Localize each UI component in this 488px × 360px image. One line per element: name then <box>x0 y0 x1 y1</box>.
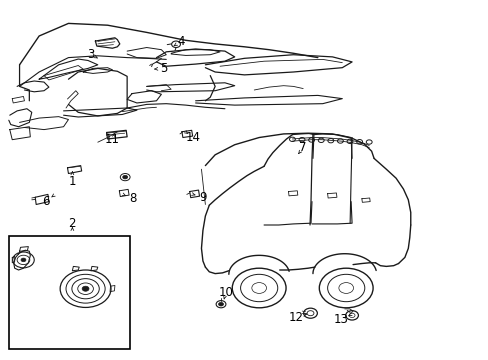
Text: 11: 11 <box>105 133 120 146</box>
Text: 9: 9 <box>199 191 206 204</box>
Circle shape <box>21 258 26 262</box>
Text: 13: 13 <box>333 313 348 326</box>
Text: 4: 4 <box>177 35 184 48</box>
Text: 3: 3 <box>86 48 94 60</box>
Circle shape <box>218 302 223 306</box>
Text: 7: 7 <box>299 141 306 154</box>
Circle shape <box>82 286 89 291</box>
Circle shape <box>122 175 127 179</box>
Text: 5: 5 <box>160 62 167 75</box>
Bar <box>9 236 129 349</box>
Text: 8: 8 <box>129 192 137 205</box>
Text: 10: 10 <box>218 286 233 299</box>
Text: 14: 14 <box>185 131 200 144</box>
Text: 2: 2 <box>68 217 76 230</box>
Text: 1: 1 <box>68 175 76 188</box>
Text: 12: 12 <box>288 311 303 324</box>
Text: 6: 6 <box>41 195 49 208</box>
